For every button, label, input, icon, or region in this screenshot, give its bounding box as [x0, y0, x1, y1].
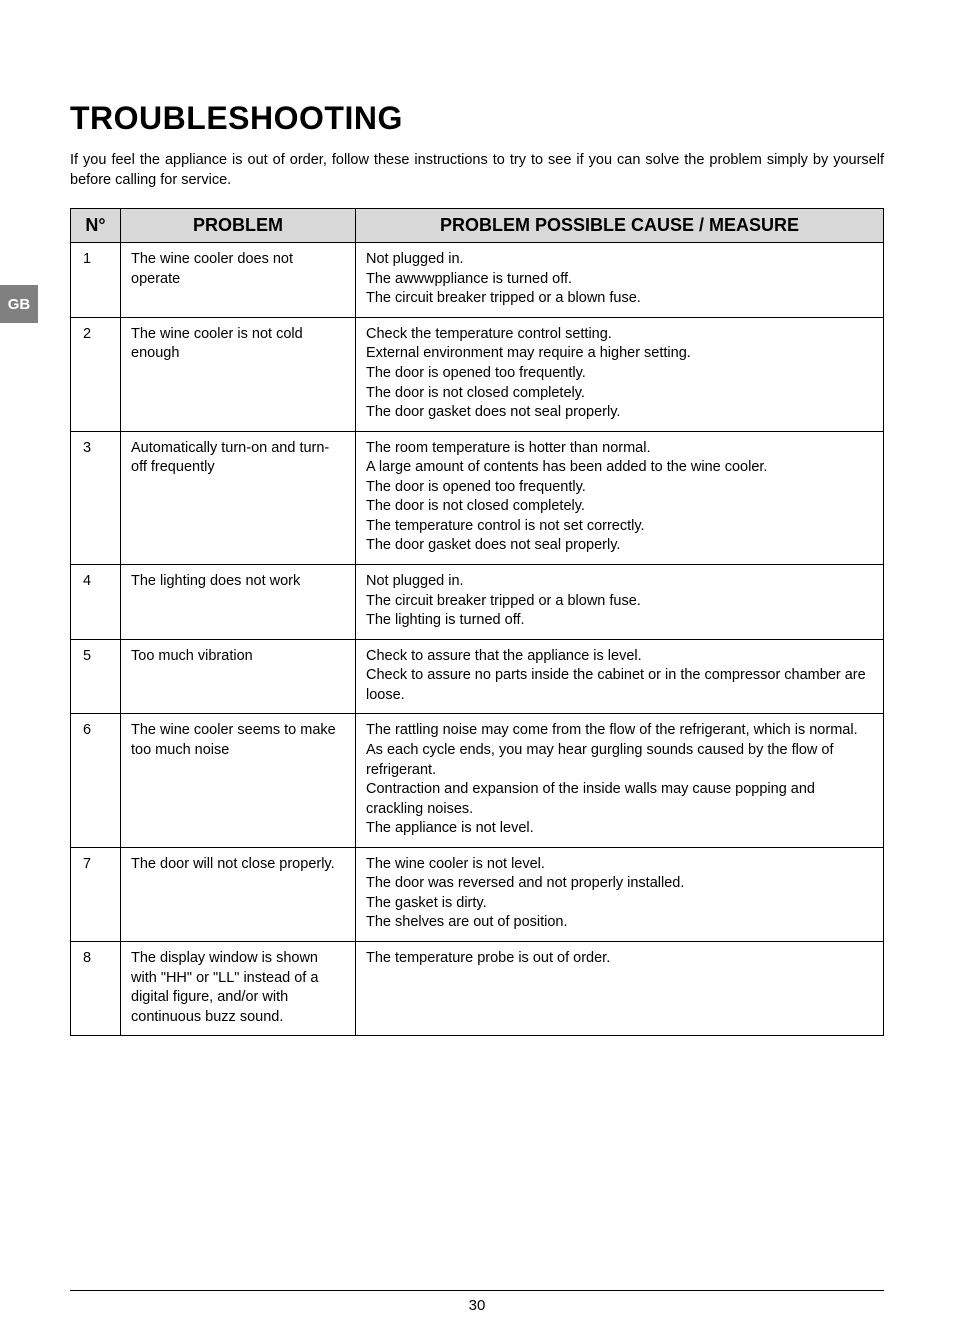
cell-n: 5 — [71, 639, 121, 714]
cell-measure: The wine cooler is not level.The door wa… — [356, 847, 884, 941]
cell-problem: The wine cooler is not cold enough — [121, 317, 356, 431]
table-row: 1The wine cooler does not operateNot plu… — [71, 243, 884, 318]
cell-n: 1 — [71, 243, 121, 318]
page-number: 30 — [469, 1297, 486, 1314]
cell-problem: The wine cooler seems to make too much n… — [121, 714, 356, 847]
cell-measure: The temperature probe is out of order. — [356, 942, 884, 1036]
cell-problem: Too much vibration — [121, 639, 356, 714]
table-row: 6The wine cooler seems to make too much … — [71, 714, 884, 847]
page-content: TROUBLESHOOTING If you feel the applianc… — [0, 0, 954, 1036]
header-n: N° — [71, 209, 121, 243]
cell-measure: The rattling noise may come from the flo… — [356, 714, 884, 847]
page-title: TROUBLESHOOTING — [70, 100, 884, 137]
cell-measure: The room temperature is hotter than norm… — [356, 431, 884, 564]
cell-measure: Check the temperature control setting.Ex… — [356, 317, 884, 431]
page-footer: 30 — [70, 1290, 884, 1314]
cell-n: 6 — [71, 714, 121, 847]
cell-problem: Automatically turn-on and turn-off frequ… — [121, 431, 356, 564]
cell-problem: The display window is shown with "HH" or… — [121, 942, 356, 1036]
cell-measure: Not plugged in.The circuit breaker tripp… — [356, 565, 884, 640]
cell-problem: The wine cooler does not operate — [121, 243, 356, 318]
table-row: 8The display window is shown with "HH" o… — [71, 942, 884, 1036]
cell-n: 3 — [71, 431, 121, 564]
table-header-row: N° PROBLEM PROBLEM POSSIBLE CAUSE / MEAS… — [71, 209, 884, 243]
cell-measure: Check to assure that the appliance is le… — [356, 639, 884, 714]
cell-n: 4 — [71, 565, 121, 640]
cell-problem: The door will not close properly. — [121, 847, 356, 941]
table-row: 3Automatically turn-on and turn-off freq… — [71, 431, 884, 564]
table-row: 4The lighting does not workNot plugged i… — [71, 565, 884, 640]
table-row: 5Too much vibrationCheck to assure that … — [71, 639, 884, 714]
table-row: 7The door will not close properly.The wi… — [71, 847, 884, 941]
cell-n: 7 — [71, 847, 121, 941]
header-measure: PROBLEM POSSIBLE CAUSE / MEASURE — [356, 209, 884, 243]
cell-n: 2 — [71, 317, 121, 431]
cell-measure: Not plugged in.The awwwppliance is turne… — [356, 243, 884, 318]
troubleshooting-table: N° PROBLEM PROBLEM POSSIBLE CAUSE / MEAS… — [70, 208, 884, 1036]
intro-text: If you feel the appliance is out of orde… — [70, 151, 884, 190]
header-problem: PROBLEM — [121, 209, 356, 243]
cell-n: 8 — [71, 942, 121, 1036]
cell-problem: The lighting does not work — [121, 565, 356, 640]
table-row: 2The wine cooler is not cold enoughCheck… — [71, 317, 884, 431]
